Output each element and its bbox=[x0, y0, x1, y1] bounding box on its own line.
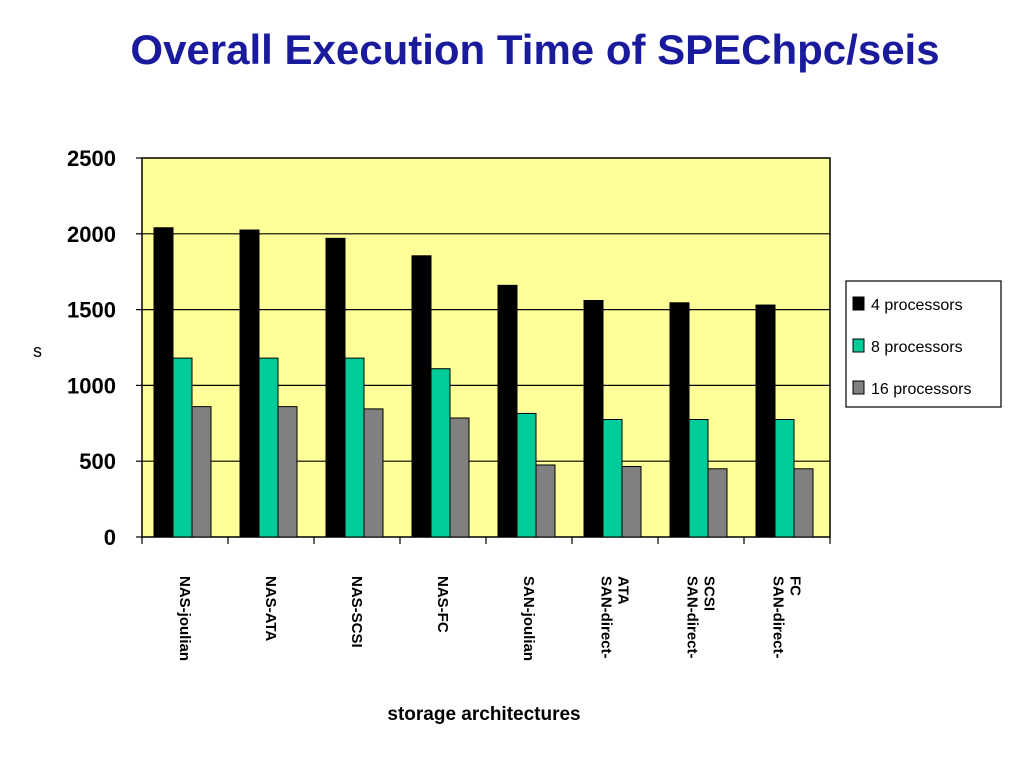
x-tick-label-line: NAS-joulian bbox=[176, 576, 193, 661]
bar bbox=[411, 255, 432, 538]
bar bbox=[172, 357, 193, 538]
x-tick-label-line: ATA bbox=[615, 576, 632, 605]
x-tick-label-line: SCSI bbox=[701, 576, 718, 611]
y-tick-label: 500 bbox=[79, 449, 116, 474]
y-tick-label: 2000 bbox=[67, 222, 116, 247]
bar bbox=[344, 357, 365, 538]
x-tick-label-line: NAS-SCSI bbox=[348, 576, 365, 648]
x-tick-label: NAS-FC bbox=[434, 576, 451, 633]
bar bbox=[239, 229, 260, 538]
chart-title: Overall Execution Time of SPEChpc/seis bbox=[130, 26, 940, 73]
x-tick-label: NAS-joulian bbox=[176, 576, 193, 661]
bar bbox=[535, 464, 556, 538]
bar bbox=[583, 300, 604, 538]
bar bbox=[430, 368, 451, 538]
legend-entry: 4 processors bbox=[871, 297, 963, 314]
bar bbox=[793, 468, 814, 538]
legend-swatch bbox=[852, 338, 865, 353]
y-tick-label: 0 bbox=[104, 525, 116, 550]
bar bbox=[449, 417, 470, 538]
bar bbox=[258, 357, 279, 538]
bar bbox=[191, 406, 212, 538]
bar bbox=[707, 468, 728, 538]
bar bbox=[516, 412, 537, 538]
bar bbox=[277, 406, 298, 538]
bar bbox=[669, 302, 690, 538]
bar bbox=[363, 408, 384, 538]
x-tick-label: SAN-direct- SCSI bbox=[684, 576, 718, 659]
bar bbox=[688, 419, 709, 538]
y-tick-label: 2500 bbox=[67, 146, 116, 171]
legend-entry: 16 processors bbox=[871, 381, 972, 398]
bar bbox=[774, 419, 795, 538]
legend-entry: 8 processors bbox=[871, 339, 963, 356]
x-tick-label-line: SAN-direct- bbox=[598, 576, 615, 659]
x-tick-label: SAN-direct- FC bbox=[770, 576, 804, 659]
y-tick-label: 1000 bbox=[67, 373, 116, 398]
bar bbox=[153, 227, 174, 538]
bar bbox=[325, 237, 346, 538]
x-tick-label-line: NAS-FC bbox=[434, 576, 451, 633]
x-tick-label-line: FC bbox=[787, 576, 804, 596]
x-tick-label: NAS-ATA bbox=[262, 576, 279, 641]
x-axis-label: storage architectures bbox=[387, 704, 580, 725]
y-tick-label: 1500 bbox=[67, 298, 116, 323]
x-tick-label: SAN-joulian bbox=[520, 576, 537, 661]
x-tick-label-line: SAN-direct- bbox=[770, 576, 787, 659]
bar bbox=[755, 304, 776, 538]
bar bbox=[621, 466, 642, 538]
legend-swatch bbox=[852, 380, 865, 395]
y-axis-label: s bbox=[33, 341, 42, 361]
x-tick-label-line: NAS-ATA bbox=[262, 576, 279, 641]
x-tick-label-line: SAN-joulian bbox=[520, 576, 537, 661]
x-tick-label: NAS-SCSI bbox=[348, 576, 365, 648]
legend-swatch bbox=[852, 296, 865, 311]
x-tick-label: SAN-direct- ATA bbox=[598, 576, 632, 659]
bar bbox=[497, 284, 518, 538]
legend-box bbox=[845, 280, 1002, 408]
x-tick-label-line: SAN-direct- bbox=[684, 576, 701, 659]
legend: 4 processors 8 processors 16 processors bbox=[845, 280, 1002, 408]
bar bbox=[602, 419, 623, 538]
